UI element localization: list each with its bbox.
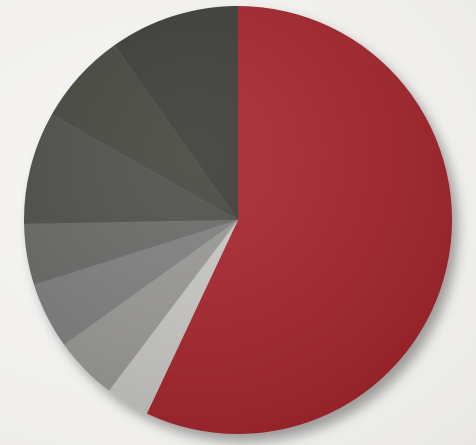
pie-slices (24, 6, 452, 434)
